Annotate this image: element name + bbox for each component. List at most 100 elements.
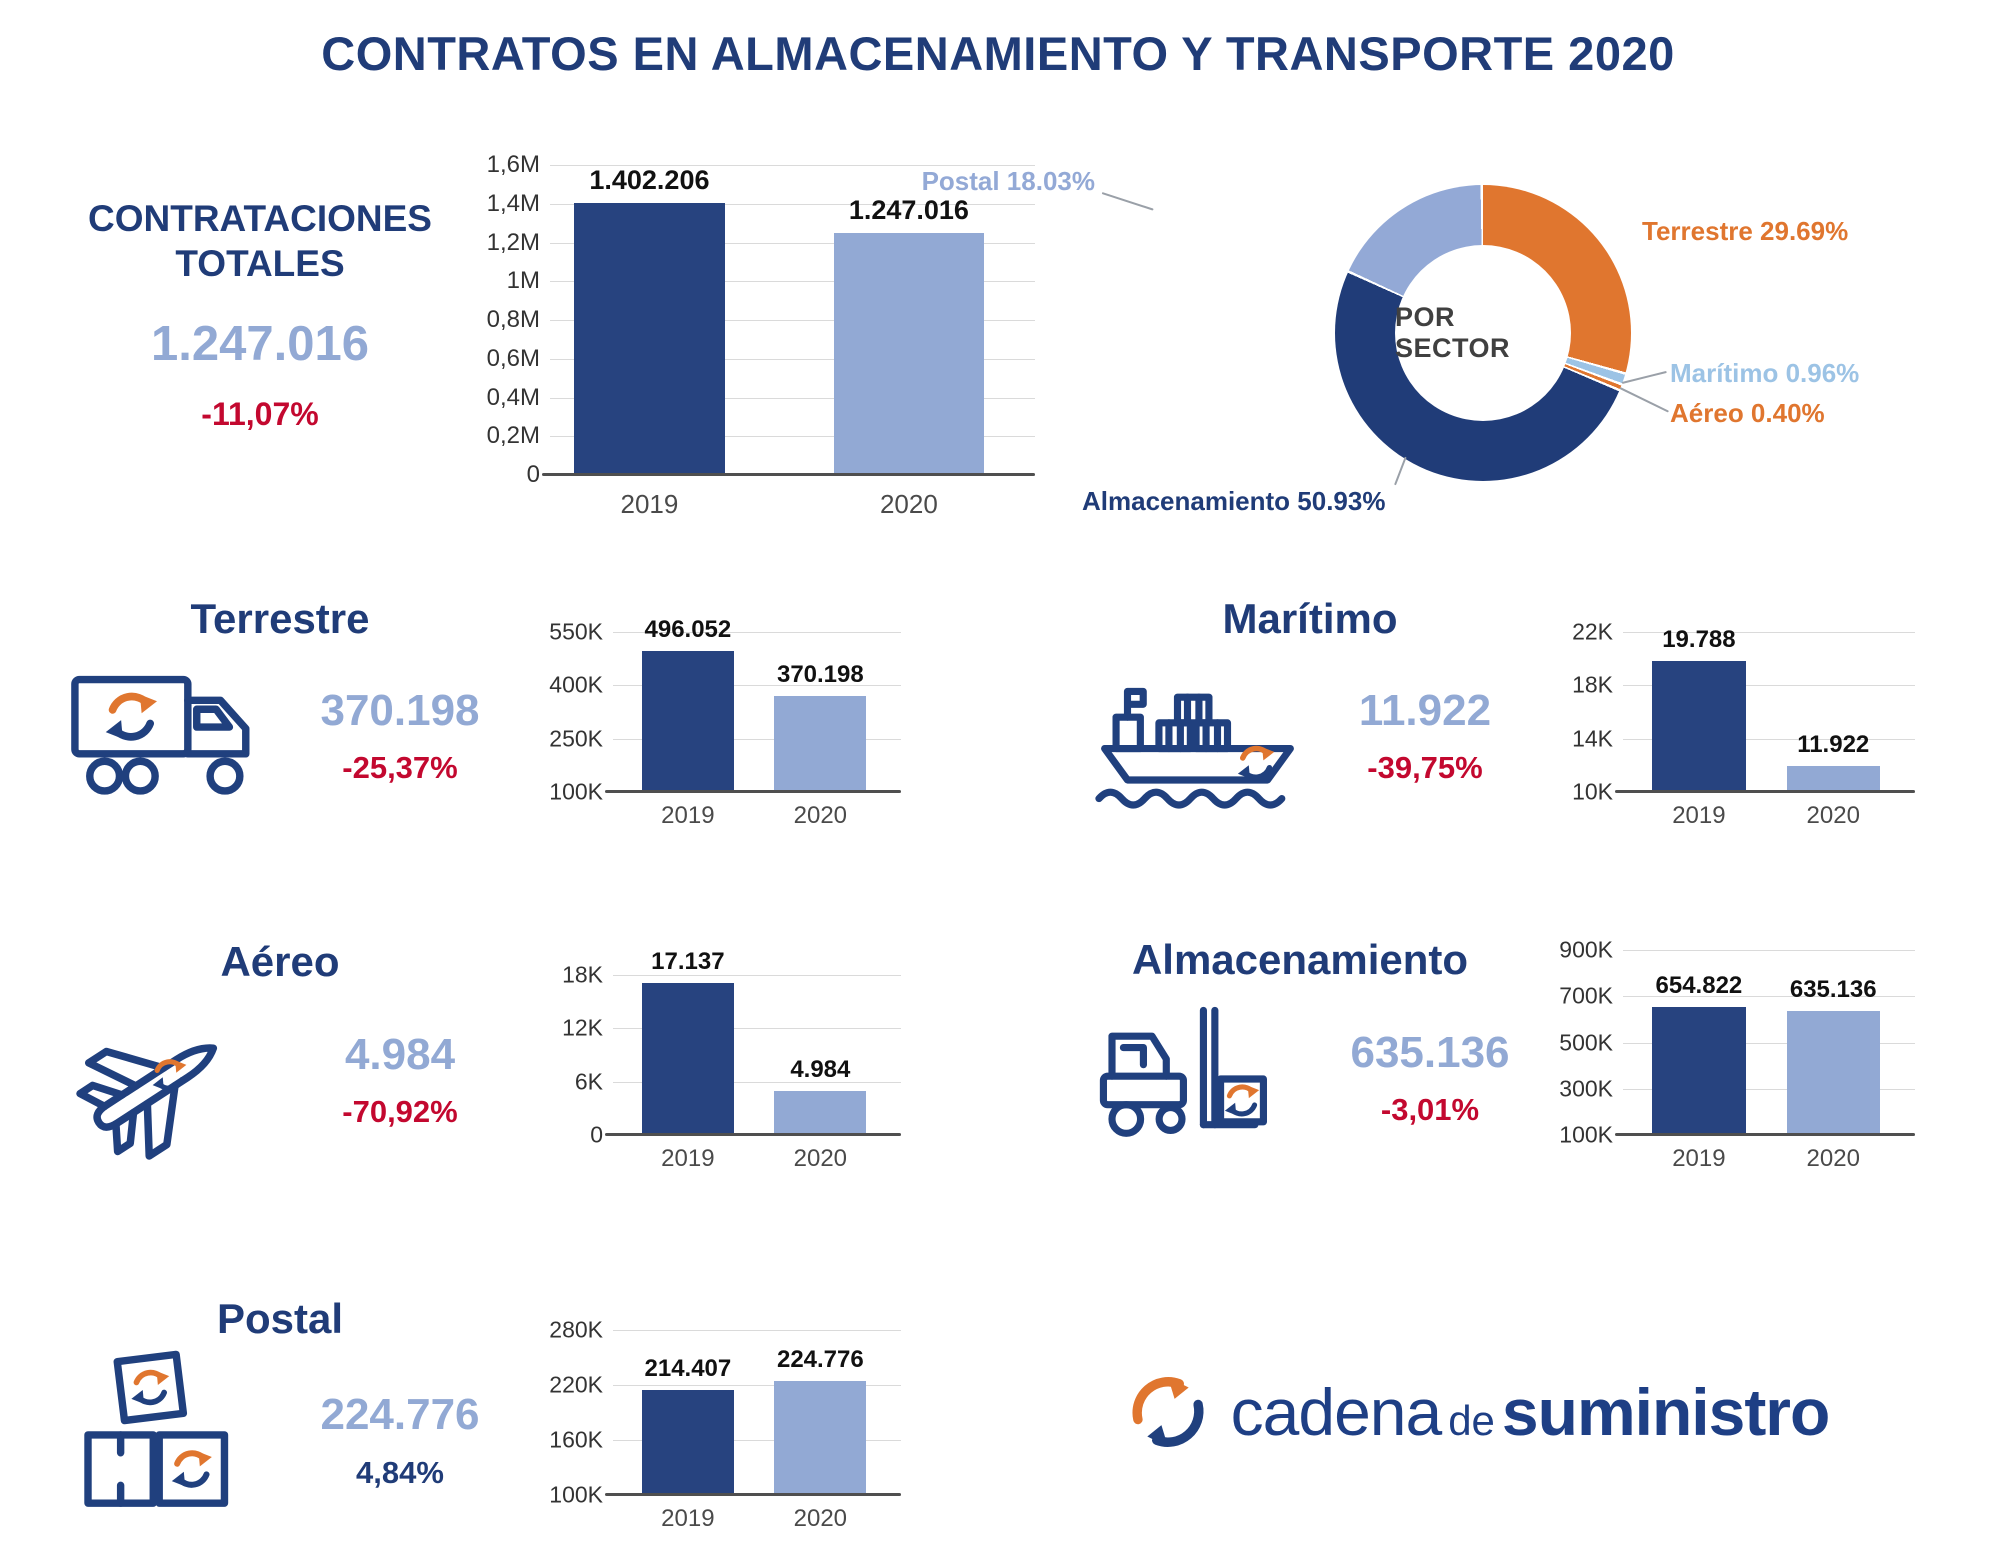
terrestre-value: 370.198 (320, 686, 480, 735)
bar-rect (833, 233, 985, 475)
bar-value-label: 224.776 (776, 1346, 864, 1373)
x-category-label: 2019 (1672, 802, 1726, 829)
bar-2019: 19.788 (1652, 626, 1746, 792)
aereo-change: -70,92% (342, 1094, 458, 1129)
y-tick-label: 10K (1572, 778, 1613, 805)
gridline (1623, 685, 1915, 687)
bar-rect (641, 1390, 734, 1495)
almacenamiento-change: -3,01% (1380, 1092, 1480, 1127)
maritimo-change: -39,75% (1367, 750, 1483, 785)
y-tick-label: 22K (1572, 618, 1613, 645)
y-tick-label: 18K (1572, 671, 1613, 698)
terrestre-title: Terrestre (190, 595, 370, 642)
bar-rect (1652, 661, 1746, 792)
y-tick-label: 1,2M (486, 228, 540, 256)
gridline (1623, 738, 1915, 740)
y-tick-label: 14K (1572, 725, 1613, 752)
bar-value-label: 4.984 (790, 1056, 851, 1083)
x-axis (605, 1133, 901, 1136)
y-tick-label: 18K (562, 961, 603, 988)
bar-rect (1786, 1011, 1880, 1135)
terrestre-change: -25,37% (342, 750, 458, 785)
maritimo-value: 11.922 (1358, 686, 1492, 735)
bar-2020: 370.198 (774, 661, 867, 792)
bar-2020: 224.776 (774, 1346, 867, 1495)
x-category-label: 2020 (793, 1145, 848, 1172)
x-category-label: 2020 (1806, 802, 1860, 829)
donut-label-postal: Postal 18.03% (921, 166, 1095, 196)
donut-label-almacenamiento: Almacenamiento 50.93% (1082, 486, 1386, 516)
leader-line (1621, 370, 1667, 384)
totals-heading-line1: CONTRATACIONES (88, 198, 432, 239)
x-category-label: 2020 (793, 802, 848, 829)
circular-arrows-icon (1121, 1365, 1215, 1459)
donut-hole: POR SECTOR (1395, 245, 1571, 421)
y-tick-label: 12K (562, 1014, 603, 1041)
bar-value-label: 1.247.016 (848, 195, 969, 225)
y-tick-label: 280K (549, 1316, 603, 1343)
gridline (613, 685, 901, 687)
truck-icon (66, 660, 274, 812)
gridline (613, 1330, 901, 1331)
parcel-boxes-icon (72, 1340, 282, 1518)
y-tick-label: 550K (549, 618, 603, 645)
bar-rect (774, 1091, 867, 1135)
bar-value-label: 19.788 (1662, 626, 1736, 653)
gridline (550, 242, 1035, 244)
gridline (550, 358, 1035, 360)
almacenamiento-bar-chart: 900K 700K 500K 300K 100K 654.822 2019 635.136 20… (1545, 937, 1915, 1172)
leader-line (1619, 387, 1669, 413)
leader-line (1394, 456, 1407, 486)
gridline (613, 1028, 901, 1030)
brand-logo-text: cadena de suministro (1231, 1374, 1831, 1450)
brand-logo: cadena de suministro (1075, 1365, 1875, 1459)
donut-label-maritimo: Marítimo 0.96% (1670, 358, 1860, 388)
bar-value-label: 11.922 (1797, 731, 1870, 758)
bar-rect (574, 203, 725, 475)
bar-2020: 1.247.016 (833, 195, 985, 475)
bar-value-label: 17.137 (651, 948, 725, 975)
x-category-label: 2019 (620, 489, 679, 519)
maritimo-title: Marítimo (1222, 595, 1398, 642)
postal-bar-chart: 280K 220K 160K 100K 214.407 2019 224.776 2020 (535, 1317, 901, 1532)
gridline (550, 203, 1035, 205)
y-tick-label: 250K (549, 725, 603, 752)
bar-2020: 4.984 (774, 1056, 867, 1135)
gridline (1623, 1088, 1915, 1090)
airplane-icon (48, 985, 273, 1180)
bar-value-label: 654.822 (1655, 972, 1743, 999)
sector-donut-chart: POR SECTOR Postal 18.03% Terrestre 29.69… (850, 130, 1996, 560)
donut-label-aereo: Aéreo 0.40% (1670, 398, 1825, 428)
gridline (613, 975, 901, 976)
postal-value: 224.776 (320, 1390, 480, 1439)
bar-2019: 496.052 (641, 616, 734, 792)
gridline (613, 1385, 901, 1386)
y-tick-label: 0,4M (486, 383, 540, 411)
x-axis (542, 473, 1035, 476)
bar-value-label: 496.052 (644, 616, 732, 643)
x-category-label: 2020 (793, 1505, 848, 1532)
bar-2019: 214.407 (641, 1355, 734, 1495)
bar-2019: 17.137 (641, 948, 734, 1135)
almacenamiento-value: 635.136 (1350, 1028, 1510, 1077)
gridline (550, 281, 1035, 283)
gridline (1623, 950, 1915, 951)
y-tick-label: 6K (574, 1068, 603, 1095)
gridline (613, 1081, 901, 1083)
bar-value-label: 635.136 (1789, 976, 1877, 1003)
bar-value-label: 214.407 (644, 1355, 732, 1382)
logo-word-suministro: suministro (1501, 1375, 1830, 1449)
page-title: CONTRATOS EN ALMACENAMIENTO Y TRANSPORTE… (321, 27, 1675, 80)
x-category-label: 2019 (661, 1505, 715, 1532)
y-tick-label: 900K (1559, 936, 1613, 963)
x-axis (1615, 790, 1915, 793)
bar-2019: 654.822 (1652, 972, 1746, 1135)
maritimo-bar-chart: 22K 18K 14K 10K 19.788 2019 11.922 2020 (1545, 619, 1915, 829)
logo-word-de: de (1448, 1397, 1495, 1444)
forklift-icon (1092, 985, 1292, 1153)
x-category-label: 2020 (879, 489, 938, 519)
x-axis (1615, 1133, 1915, 1136)
y-tick-label: 100K (549, 1481, 603, 1508)
totals-heading-line2: TOTALES (175, 243, 345, 285)
